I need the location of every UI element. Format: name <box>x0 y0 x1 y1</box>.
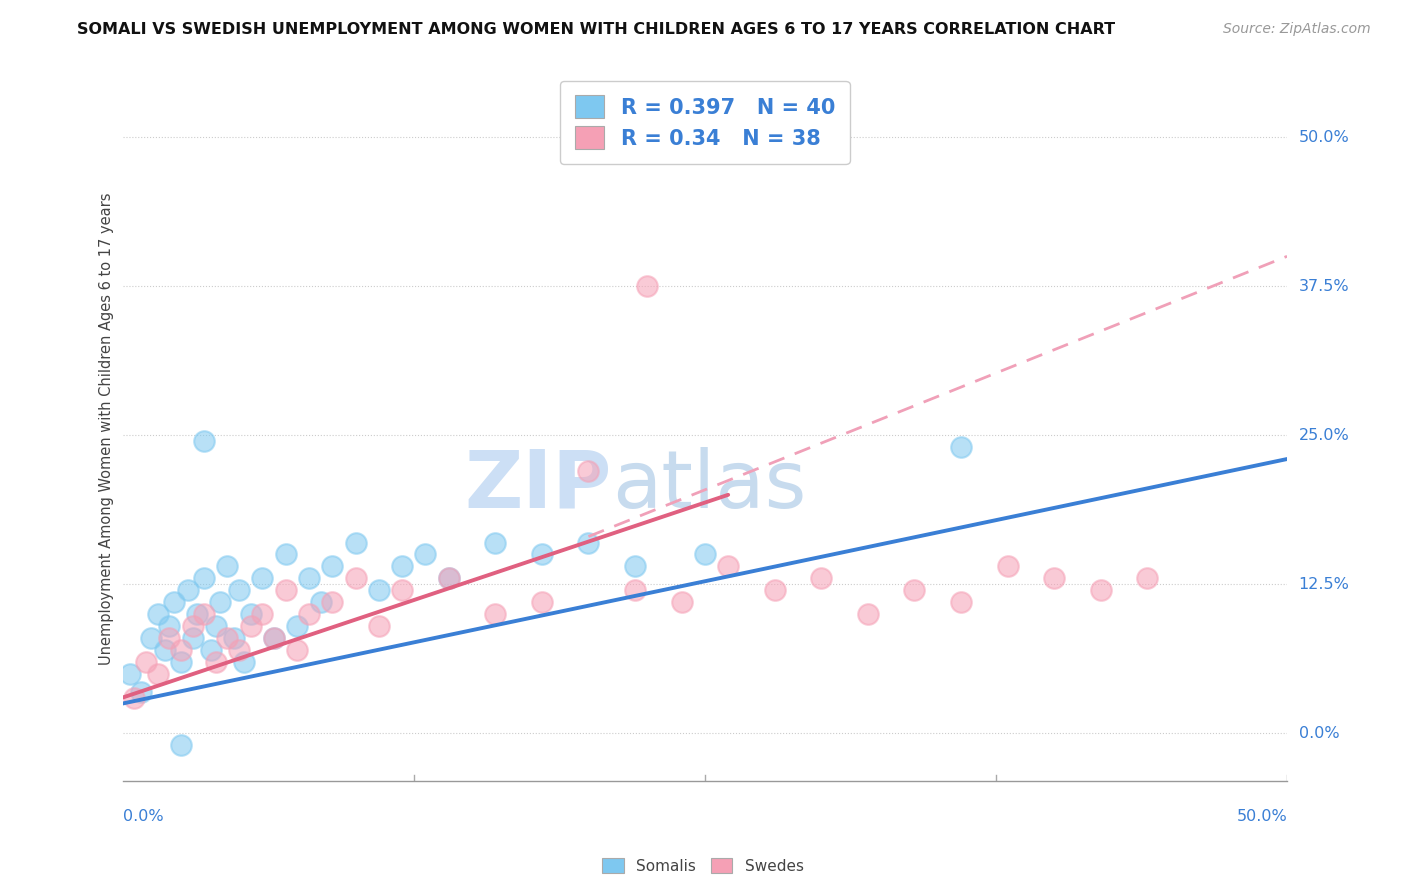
Point <box>209 595 232 609</box>
Point <box>193 571 215 585</box>
Point <box>200 643 222 657</box>
Point <box>239 607 262 621</box>
Text: 0.0%: 0.0% <box>122 809 163 824</box>
Point <box>484 607 506 621</box>
Point <box>391 559 413 574</box>
Point <box>181 619 204 633</box>
Point <box>1090 583 1112 598</box>
Point <box>193 434 215 449</box>
Point <box>437 571 460 585</box>
Point <box>118 666 141 681</box>
Text: 50.0%: 50.0% <box>1236 809 1286 824</box>
Point <box>170 643 193 657</box>
Point <box>135 655 157 669</box>
Text: 0.0%: 0.0% <box>1299 726 1340 741</box>
Text: 12.5%: 12.5% <box>1299 577 1350 591</box>
Point <box>232 655 254 669</box>
Point <box>298 571 321 585</box>
Point <box>131 684 153 698</box>
Point <box>146 666 169 681</box>
Point <box>228 643 250 657</box>
Point <box>437 571 460 585</box>
Point <box>484 535 506 549</box>
Point <box>624 559 647 574</box>
Point <box>217 631 239 645</box>
Point <box>193 607 215 621</box>
Point <box>153 643 176 657</box>
Point <box>252 571 274 585</box>
Point <box>239 619 262 633</box>
Point <box>163 595 186 609</box>
Point <box>298 607 321 621</box>
Point <box>321 559 343 574</box>
Point <box>157 631 180 645</box>
Point <box>367 583 389 598</box>
Point <box>321 595 343 609</box>
Point <box>671 595 693 609</box>
Point <box>391 583 413 598</box>
Point <box>1043 571 1066 585</box>
Text: atlas: atlas <box>612 447 806 524</box>
Point <box>177 583 200 598</box>
Point <box>139 631 162 645</box>
Point <box>228 583 250 598</box>
Point <box>205 655 228 669</box>
Point <box>285 643 308 657</box>
Point <box>367 619 389 633</box>
Point <box>810 571 832 585</box>
Text: 50.0%: 50.0% <box>1299 129 1350 145</box>
Point <box>950 595 973 609</box>
Point <box>224 631 246 645</box>
Point <box>530 595 553 609</box>
Legend: R = 0.397   N = 40, R = 0.34   N = 38: R = 0.397 N = 40, R = 0.34 N = 38 <box>560 81 849 164</box>
Point <box>344 535 367 549</box>
Point <box>181 631 204 645</box>
Point <box>530 548 553 562</box>
Point <box>856 607 879 621</box>
Point <box>950 440 973 454</box>
Point <box>344 571 367 585</box>
Point <box>578 464 600 478</box>
Text: SOMALI VS SWEDISH UNEMPLOYMENT AMONG WOMEN WITH CHILDREN AGES 6 TO 17 YEARS CORR: SOMALI VS SWEDISH UNEMPLOYMENT AMONG WOM… <box>77 22 1115 37</box>
Point <box>624 130 647 145</box>
Y-axis label: Unemployment Among Women with Children Ages 6 to 17 years: Unemployment Among Women with Children A… <box>100 193 114 665</box>
Point <box>274 548 297 562</box>
Point <box>205 619 228 633</box>
Text: Source: ZipAtlas.com: Source: ZipAtlas.com <box>1223 22 1371 37</box>
Point <box>170 655 193 669</box>
Point <box>763 583 786 598</box>
Point <box>903 583 925 598</box>
Point <box>1136 571 1159 585</box>
Point <box>252 607 274 621</box>
Point <box>263 631 285 645</box>
Text: ZIP: ZIP <box>464 447 612 524</box>
Point <box>157 619 180 633</box>
Point <box>717 559 740 574</box>
Point <box>124 690 146 705</box>
Point <box>693 548 716 562</box>
Point <box>578 535 600 549</box>
Point <box>170 738 193 752</box>
Point <box>636 279 658 293</box>
Point <box>274 583 297 598</box>
Legend: Somalis, Swedes: Somalis, Swedes <box>596 852 810 880</box>
Point <box>624 583 647 598</box>
Point <box>186 607 208 621</box>
Point <box>415 548 437 562</box>
Point <box>285 619 308 633</box>
Text: 25.0%: 25.0% <box>1299 427 1350 442</box>
Point <box>263 631 285 645</box>
Point <box>146 607 169 621</box>
Text: 37.5%: 37.5% <box>1299 278 1350 293</box>
Point <box>217 559 239 574</box>
Point <box>309 595 332 609</box>
Point <box>997 559 1019 574</box>
